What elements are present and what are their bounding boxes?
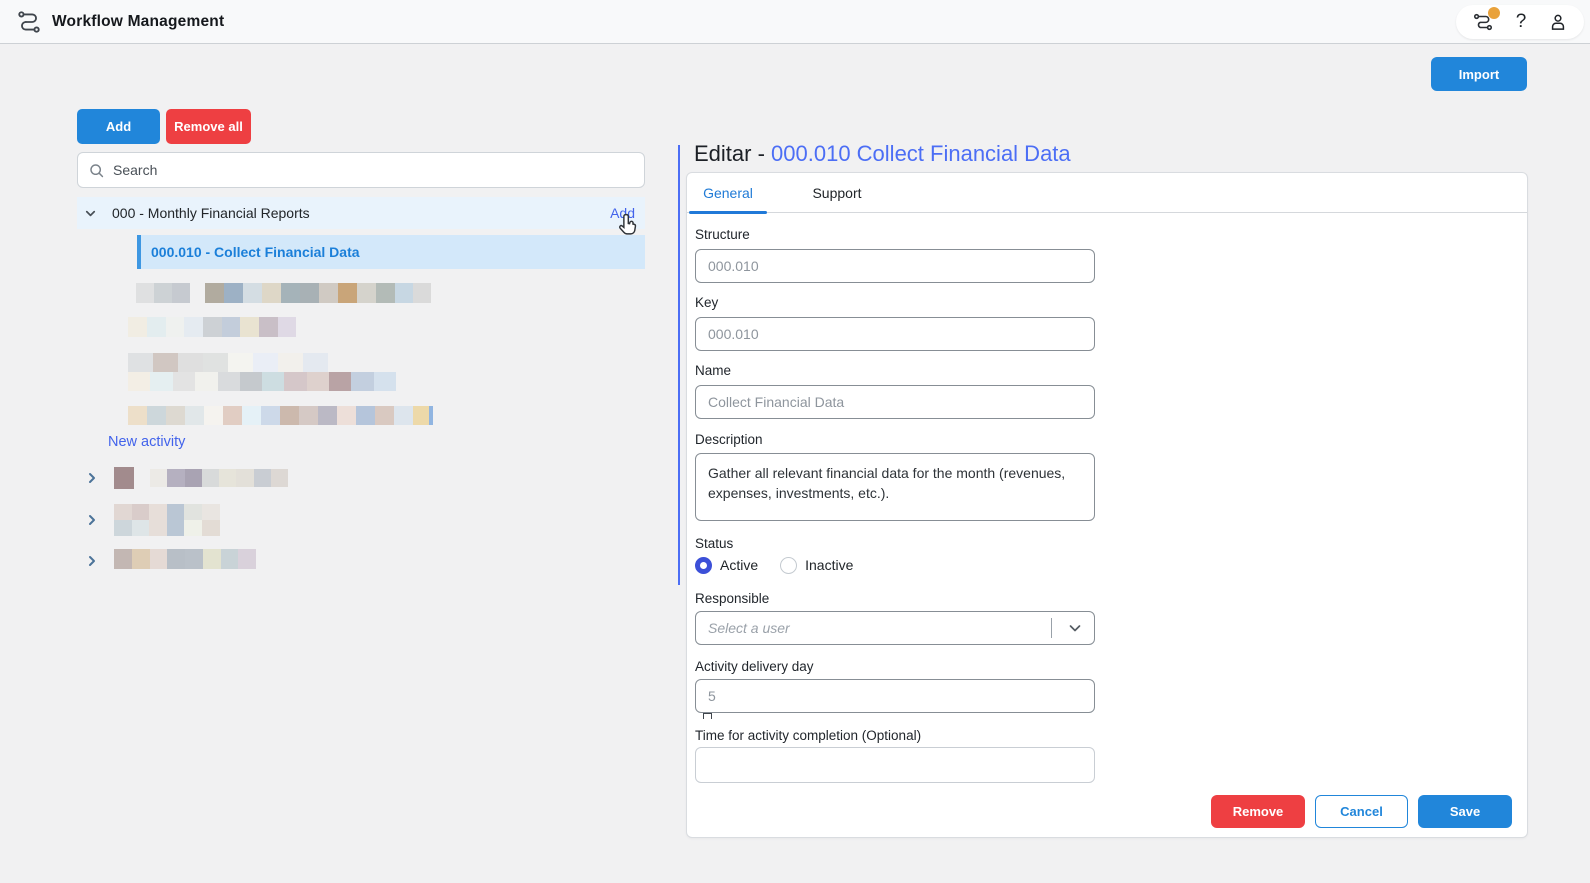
remove-button[interactable]: Remove (1211, 795, 1305, 828)
redacted-tree-item[interactable] (150, 469, 288, 487)
structure-field[interactable] (695, 249, 1095, 283)
search-input[interactable] (113, 162, 634, 178)
clipped-checkbox-artifact (703, 713, 712, 719)
redacted-tree-item[interactable] (114, 467, 134, 489)
search-box (77, 152, 645, 188)
workflow-icon (18, 11, 40, 33)
completion-time-field[interactable] (695, 747, 1095, 783)
import-button[interactable]: Import (1431, 57, 1527, 91)
user-icon[interactable] (1548, 12, 1568, 32)
key-label: Key (695, 295, 719, 310)
app-header: Workflow Management ? (0, 0, 1590, 44)
redacted-tree-item[interactable] (128, 353, 328, 372)
delivery-day-label: Activity delivery day (695, 659, 814, 674)
structure-label: Structure (695, 227, 750, 242)
chevron-right-icon[interactable] (84, 553, 100, 569)
redacted-tree-item[interactable] (128, 317, 296, 337)
cancel-button[interactable]: Cancel (1315, 795, 1408, 828)
redacted-tree-item[interactable] (114, 549, 256, 569)
description-field[interactable]: Gather all relevant financial data for t… (695, 453, 1095, 521)
redacted-tree-item[interactable] (136, 283, 190, 303)
completion-time-label: Time for activity completion (Optional) (695, 728, 922, 743)
add-button[interactable]: Add (77, 109, 160, 144)
name-label: Name (695, 363, 732, 378)
remove-all-button[interactable]: Remove all (166, 109, 251, 144)
editor-title-item: 000.010 Collect Financial Data (771, 141, 1071, 166)
delivery-day-field[interactable] (695, 679, 1095, 713)
editor-card: General Support Structure Key Name Descr… (686, 172, 1528, 838)
tree-item-root[interactable]: 000 - Monthly Financial Reports Add (77, 197, 645, 229)
status-radio-group: Active Inactive (695, 555, 875, 575)
editor-title: Editar - 000.010 Collect Financial Data (694, 141, 1071, 167)
tab-general[interactable]: General (689, 173, 767, 214)
responsible-select[interactable] (695, 611, 1095, 645)
radio-active-label: Active (720, 557, 759, 573)
status-label: Status (695, 536, 734, 551)
save-button[interactable]: Save (1418, 795, 1512, 828)
redacted-tree-item[interactable] (205, 283, 431, 303)
page-title: Workflow Management (52, 13, 225, 30)
redacted-tree-item[interactable] (114, 504, 220, 520)
chevron-right-icon[interactable] (84, 470, 100, 486)
search-icon (90, 163, 104, 177)
redacted-tree-item[interactable] (114, 520, 220, 536)
workflow-status-icon[interactable] (1472, 7, 1500, 33)
radio-inactive-label: Inactive (805, 557, 854, 573)
tree-item-selected[interactable]: 000.010 - Collect Financial Data (137, 235, 645, 269)
select-divider (1051, 618, 1052, 638)
help-icon[interactable]: ? (1515, 11, 1527, 32)
tab-bar: General Support (687, 173, 1527, 214)
notification-badge (1488, 7, 1500, 19)
tab-support[interactable]: Support (812, 185, 862, 201)
redacted-tree-item[interactable] (128, 406, 433, 425)
new-activity-link[interactable]: New activity (108, 434, 186, 450)
radio-active[interactable] (695, 556, 712, 574)
description-label: Description (695, 432, 763, 447)
responsible-label: Responsible (695, 591, 770, 606)
dropdown-chevron-icon[interactable] (1066, 620, 1084, 636)
key-field[interactable] (695, 317, 1095, 351)
name-field[interactable] (695, 385, 1095, 419)
redacted-tree-item[interactable] (128, 372, 396, 391)
tree-item-label: 000 - Monthly Financial Reports (112, 205, 310, 221)
chevron-right-icon[interactable] (84, 512, 100, 528)
editor-title-prefix: Editar - (694, 141, 772, 166)
editor-actions: Remove Cancel Save (1211, 795, 1512, 828)
hand-cursor-icon (619, 213, 637, 235)
editor-accent-line (678, 145, 680, 585)
tree-item-label: 000.010 - Collect Financial Data (151, 244, 360, 260)
chevron-down-icon[interactable] (83, 206, 98, 221)
header-icon-pill: ? (1456, 5, 1584, 39)
radio-inactive[interactable] (780, 556, 798, 574)
responsible-input[interactable] (695, 611, 1095, 645)
